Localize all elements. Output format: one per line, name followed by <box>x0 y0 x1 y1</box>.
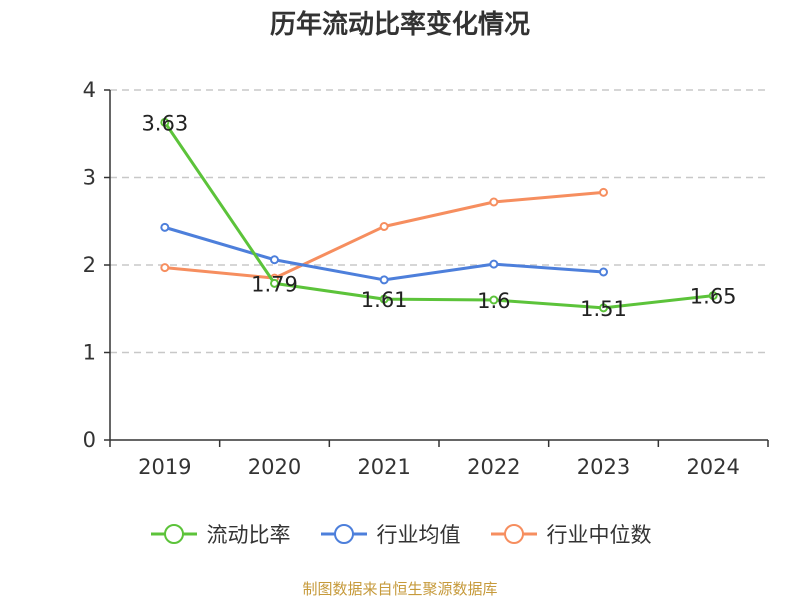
x-tick-label: 2019 <box>138 455 191 479</box>
legend-label: 流动比率 <box>206 523 291 547</box>
data-label: 1.51 <box>580 297 627 321</box>
data-point <box>599 267 608 277</box>
legend-item-industry-mean[interactable]: 行业均值 <box>319 519 461 549</box>
grid-lines <box>110 89 768 354</box>
y-tick-label: 3 <box>83 166 96 190</box>
data-point <box>160 263 170 273</box>
legend-label: 行业中位数 <box>546 523 652 547</box>
data-point <box>160 222 170 232</box>
data-point <box>489 295 499 305</box>
legend-label: 行业均值 <box>376 523 461 547</box>
source-note: 制图数据来自恒生聚源数据库 <box>302 580 498 598</box>
data-point <box>379 275 389 285</box>
y-tick-label: 1 <box>83 341 96 365</box>
data-label: 1.6 <box>477 289 510 313</box>
data-point <box>379 222 389 231</box>
data-point <box>708 291 718 301</box>
x-tick-label: 2021 <box>357 455 410 479</box>
data-point <box>599 303 608 313</box>
y-tick-label: 4 <box>83 78 96 102</box>
legend-marker-icon <box>320 524 367 544</box>
data-point <box>379 294 389 304</box>
data-point <box>489 197 499 207</box>
y-tick-label: 2 <box>83 253 96 277</box>
legend-marker-icon <box>150 524 197 544</box>
data-point <box>160 117 170 127</box>
series-line <box>164 225 604 282</box>
data-point <box>270 278 279 288</box>
data-point <box>489 259 499 269</box>
data-label: 1.79 <box>251 272 298 296</box>
series-lines <box>160 117 718 313</box>
legend-item-industry-median[interactable]: 行业中位数 <box>489 519 652 549</box>
data-label: 1.61 <box>361 288 408 312</box>
legend: 流动比率 行业均值 行业中位数 <box>0 519 800 549</box>
x-tick-label: 2024 <box>686 455 739 479</box>
data-label: 1.65 <box>690 285 737 309</box>
data-labels: 3.63 1.79 1.61 1.6 1.51 1.65 <box>141 111 736 321</box>
data-point <box>599 187 608 197</box>
chart-title: 历年流动比率变化情况 <box>269 10 530 40</box>
legend-marker-icon <box>490 524 537 544</box>
x-tick-label: 2022 <box>467 455 520 479</box>
x-tick-label: 2023 <box>577 455 630 479</box>
series-line <box>163 121 714 310</box>
y-tick-label: 0 <box>83 428 96 452</box>
legend-item-current-ratio[interactable]: 流动比率 <box>149 519 291 549</box>
axes: 0 1 2 3 4 2019 2020 2021 2022 2023 2024 <box>83 78 769 479</box>
data-label: 3.63 <box>141 111 188 135</box>
data-point <box>270 255 279 265</box>
x-tick-label: 2020 <box>248 455 301 479</box>
